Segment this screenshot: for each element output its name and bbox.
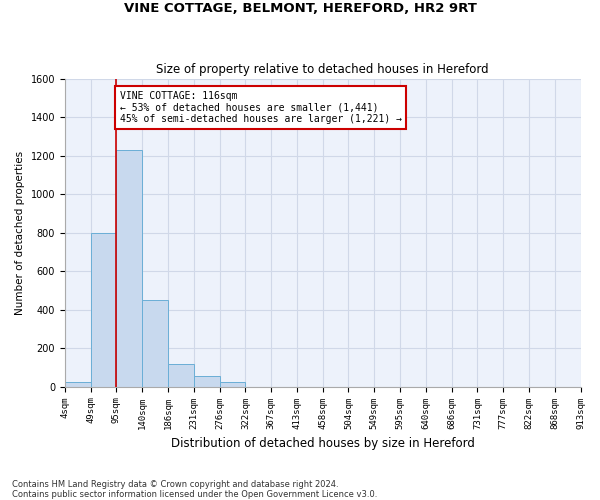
- Text: Contains HM Land Registry data © Crown copyright and database right 2024.
Contai: Contains HM Land Registry data © Crown c…: [12, 480, 377, 499]
- Bar: [194, 376, 220, 386]
- Title: Size of property relative to detached houses in Hereford: Size of property relative to detached ho…: [157, 63, 489, 76]
- Bar: [142, 300, 168, 386]
- Text: VINE COTTAGE, BELMONT, HEREFORD, HR2 9RT: VINE COTTAGE, BELMONT, HEREFORD, HR2 9RT: [124, 2, 476, 16]
- Y-axis label: Number of detached properties: Number of detached properties: [15, 150, 25, 314]
- Bar: [168, 364, 194, 386]
- Text: VINE COTTAGE: 116sqm
← 53% of detached houses are smaller (1,441)
45% of semi-de: VINE COTTAGE: 116sqm ← 53% of detached h…: [119, 91, 401, 124]
- Bar: [91, 232, 116, 386]
- Bar: [116, 150, 142, 386]
- Bar: [220, 382, 245, 386]
- Bar: [65, 382, 91, 386]
- X-axis label: Distribution of detached houses by size in Hereford: Distribution of detached houses by size …: [171, 437, 475, 450]
